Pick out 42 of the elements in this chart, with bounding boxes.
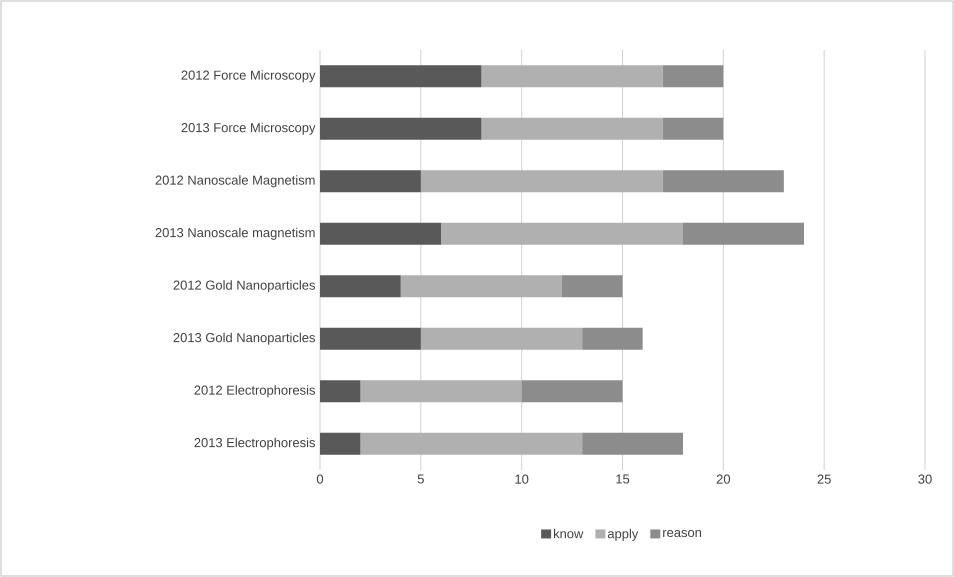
bar	[582, 328, 643, 350]
x-tick-label: 0	[316, 474, 324, 484]
bar	[320, 380, 360, 402]
bar	[320, 65, 482, 88]
bar	[320, 118, 482, 140]
y-tick-label: 2012 Nanoscale Magnetism	[156, 175, 315, 188]
bar	[562, 275, 623, 298]
x-tick-label: 15	[616, 474, 630, 484]
y-tick-label: 2013 Force Microscopy	[182, 122, 316, 135]
bar	[420, 170, 663, 192]
bar	[582, 432, 684, 455]
x-tick-label: 20	[716, 474, 730, 484]
bar	[441, 222, 684, 245]
bar	[420, 328, 582, 350]
bar	[360, 432, 582, 455]
y-tick-label: 2012 Force Microscopy	[182, 70, 316, 82]
bar	[662, 118, 724, 140]
legend-label: reason	[663, 530, 702, 538]
bar	[320, 275, 401, 298]
bar	[320, 222, 442, 245]
y-tick-label: 2012 Gold Nanoparticles	[174, 280, 315, 292]
legend-label: apply	[608, 528, 638, 541]
bar	[320, 170, 421, 192]
x-tick-label: 10	[515, 474, 528, 484]
bar	[662, 170, 784, 192]
x-tick-label: 5	[418, 474, 424, 484]
y-tick-label: 2013 Electrophoresis	[194, 438, 315, 450]
bar	[360, 380, 522, 402]
bar	[320, 432, 360, 455]
y-tick-label: 2012 Electrophoresis	[194, 385, 315, 398]
bar	[481, 65, 663, 88]
bar	[522, 380, 623, 402]
y-tick-label: 2013 Nanoscale magnetism	[156, 228, 315, 240]
bar	[400, 275, 562, 298]
bar	[683, 222, 804, 245]
y-tick-label: 2013 Gold Nanoparticles	[174, 332, 315, 345]
legend-label: know	[554, 528, 584, 538]
x-tick-label: 25	[818, 474, 831, 484]
bar	[662, 65, 724, 88]
bar	[320, 328, 421, 350]
bar	[481, 118, 663, 140]
x-tick-label: 30	[918, 474, 932, 484]
